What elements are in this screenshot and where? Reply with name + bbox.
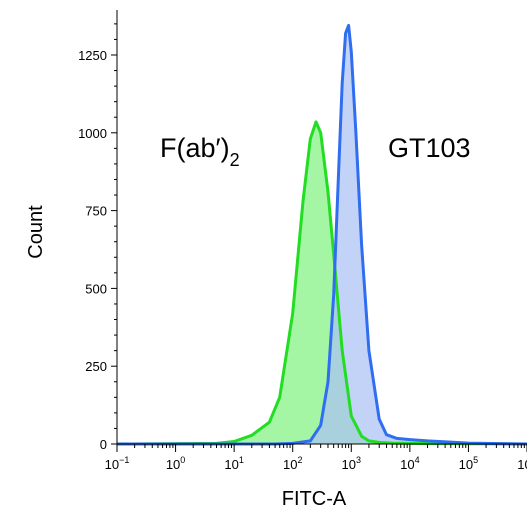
y-axis-title: Count <box>25 205 47 259</box>
y-tick-label: 750 <box>85 204 107 219</box>
x-tick-label: 105 <box>459 455 478 472</box>
x-tick-label: 101 <box>224 455 243 472</box>
x-tick-label: 106 <box>517 455 527 472</box>
axes-layer: 0 250 500 750 1000 1250 10−1 100 101 102 103 104 105… <box>78 10 527 472</box>
x-tick-label: 100 <box>166 455 185 472</box>
series-area-0 <box>117 121 527 445</box>
series-layer <box>116 23 527 446</box>
y-tick-label: 0 <box>100 437 107 452</box>
x-tick-label: 102 <box>283 455 302 472</box>
y-tick-label: 500 <box>85 281 107 296</box>
series-label-0: F(ab′)2 <box>160 133 240 170</box>
series-label-1: GT103 <box>388 133 471 163</box>
x-tick-label: 103 <box>342 455 361 472</box>
x-tick-label: 10−1 <box>105 455 130 472</box>
series-line-0 <box>116 120 527 446</box>
y-tick-label: 1000 <box>78 126 107 141</box>
series-label-layer: F(ab′)2 GT103 <box>160 133 471 170</box>
y-tick-label: 250 <box>85 359 107 374</box>
x-tick-label: 104 <box>400 455 419 472</box>
series-line-1 <box>117 23 527 446</box>
y-tick-label: 1250 <box>78 48 107 63</box>
x-axis-title: FITC-A <box>282 488 347 510</box>
